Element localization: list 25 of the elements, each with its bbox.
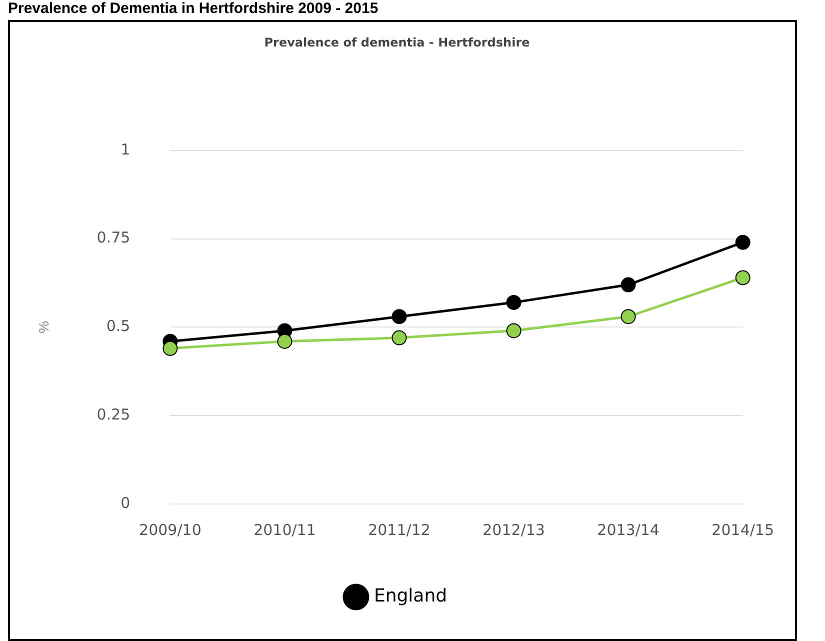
- point: [735, 270, 750, 286]
- x-tick-label: 2013/14: [597, 520, 660, 539]
- chart-title: Prevalence of Dementia in Hertfordshire 2009 - 2015: [8, 0, 378, 17]
- y-tick-label: 0: [120, 494, 130, 512]
- x-tick-label: 2014/15: [712, 520, 774, 539]
- point: [277, 334, 292, 349]
- point: [392, 330, 407, 346]
- point: [735, 234, 750, 250]
- y-tick-label: 0.5: [106, 317, 130, 336]
- legend-label: England: [374, 586, 448, 607]
- point: [162, 340, 178, 356]
- chart-subtitle: Prevalence of dementia - Hertfordshire: [264, 35, 530, 50]
- y-tick-label: 1: [120, 140, 130, 158]
- point: [620, 277, 636, 292]
- point: [392, 309, 407, 324]
- y-tick-label: 0.25: [96, 405, 130, 424]
- point: [620, 309, 636, 324]
- y-tick-label: 0.75: [96, 228, 130, 247]
- point: [506, 323, 522, 338]
- point: [506, 294, 522, 310]
- y-axis-title: %: [35, 320, 52, 334]
- x-tick-label: 2009/10: [139, 520, 202, 539]
- x-tick-label: 2010/11: [254, 520, 316, 539]
- x-tick-label: 2012/13: [482, 520, 545, 539]
- x-tick-label: 2011/12: [368, 520, 430, 539]
